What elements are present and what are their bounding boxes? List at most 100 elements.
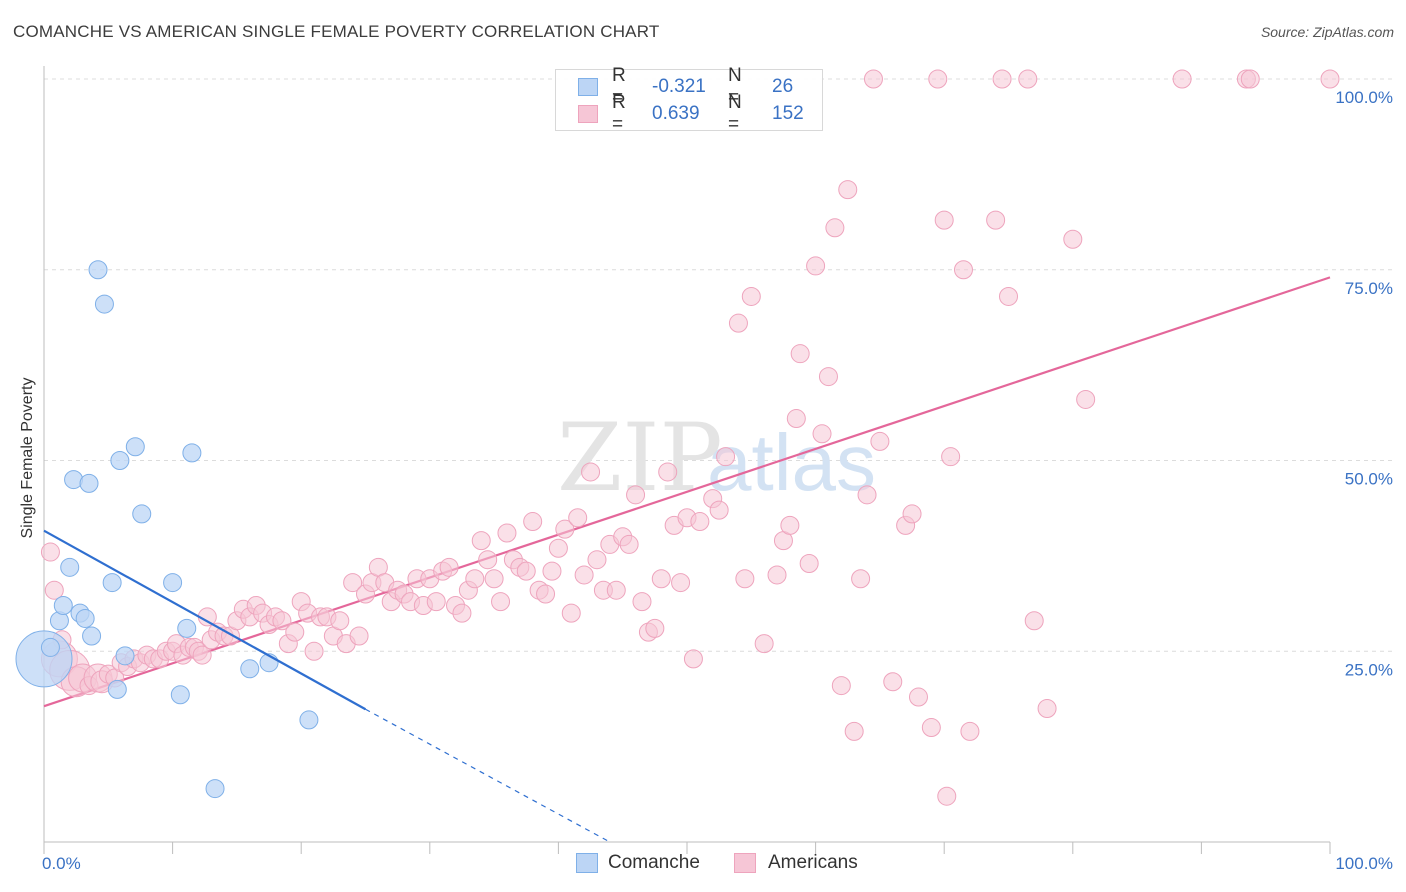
comanche-point bbox=[132, 504, 152, 524]
watermark-atlas: atlas bbox=[707, 418, 876, 507]
americans-point bbox=[857, 485, 877, 505]
americans-point bbox=[581, 462, 601, 482]
americans-point bbox=[838, 180, 858, 200]
americans-trend bbox=[43, 276, 1331, 708]
comanche-point bbox=[102, 573, 122, 593]
americans-point bbox=[439, 557, 459, 577]
americans-point bbox=[606, 580, 626, 600]
americans-point bbox=[484, 569, 504, 589]
comanche-point bbox=[110, 451, 130, 470]
comanche-trend-extension bbox=[365, 708, 611, 843]
americans-point bbox=[941, 447, 961, 467]
americans-point bbox=[548, 538, 568, 558]
americans-point bbox=[343, 573, 363, 593]
americans-point bbox=[285, 622, 305, 642]
americans-point bbox=[330, 611, 350, 631]
americans-point bbox=[491, 592, 511, 612]
americans-point bbox=[632, 592, 652, 612]
legend-r-value-comanche: -0.321 bbox=[652, 76, 706, 97]
americans-point bbox=[812, 424, 832, 444]
americans-point bbox=[272, 611, 292, 631]
americans-point bbox=[1063, 229, 1083, 249]
americans-point bbox=[1024, 611, 1044, 631]
comanche-point bbox=[299, 710, 319, 730]
americans-point bbox=[883, 672, 903, 692]
americans-point bbox=[1240, 69, 1260, 89]
x-tick-label: 100.0% bbox=[1335, 854, 1393, 873]
americans-point bbox=[683, 649, 703, 669]
americans-point bbox=[1076, 389, 1096, 409]
americans-point bbox=[536, 584, 556, 604]
americans-point bbox=[767, 565, 787, 585]
americans-point bbox=[645, 618, 665, 638]
chart-title: COMANCHE VS AMERICAN SINGLE FEMALE POVER… bbox=[13, 22, 660, 41]
americans-point bbox=[1172, 69, 1192, 89]
x-tick-label: 0.0% bbox=[42, 854, 81, 873]
comanche-point bbox=[125, 437, 145, 457]
y-tick-label: 75.0% bbox=[1345, 279, 1393, 298]
americans-point bbox=[574, 565, 594, 585]
americans-point bbox=[1320, 69, 1340, 89]
americans-point bbox=[619, 534, 639, 554]
americans-point bbox=[735, 569, 755, 589]
americans-point bbox=[953, 260, 973, 280]
comanche-trend-line bbox=[43, 529, 367, 711]
comanche-point bbox=[107, 679, 127, 699]
americans-point bbox=[690, 512, 710, 532]
axes bbox=[43, 66, 1331, 854]
comanche-trend bbox=[43, 529, 611, 843]
americans-point bbox=[908, 687, 928, 707]
comanche-point bbox=[115, 646, 135, 666]
americans-point bbox=[831, 676, 851, 696]
americans-point bbox=[754, 634, 774, 654]
comanche-point bbox=[94, 294, 114, 314]
americans-point bbox=[304, 641, 324, 661]
americans-point bbox=[999, 286, 1018, 306]
americans-point bbox=[960, 721, 980, 741]
legend-r-label: R = bbox=[612, 65, 626, 108]
y-tick-label: 50.0% bbox=[1345, 470, 1393, 489]
legend-swatch-americans bbox=[578, 105, 598, 123]
tick-labels: 25.0% 50.0% 75.0% 100.0% 0.0% 100.0% bbox=[42, 88, 1393, 873]
americans-point bbox=[568, 508, 588, 528]
comanche-point bbox=[170, 685, 190, 705]
americans-point bbox=[741, 286, 761, 306]
americans-point bbox=[921, 718, 941, 738]
americans-point bbox=[790, 344, 810, 364]
comanche-point bbox=[40, 637, 60, 657]
comanche-point bbox=[82, 626, 102, 646]
source-label: Source: ZipAtlas.com bbox=[1260, 24, 1394, 40]
americans-point bbox=[934, 210, 954, 230]
americans-point bbox=[902, 504, 922, 524]
legend-n-label: N = bbox=[728, 65, 742, 108]
comanche-point bbox=[53, 595, 73, 615]
americans-point bbox=[516, 561, 536, 581]
legend-label-americans: Americans bbox=[768, 852, 858, 873]
comanche-point bbox=[75, 608, 95, 628]
americans-point bbox=[851, 569, 871, 589]
stats-legend: R = -0.321 N = 26 R = 0.639 N = 152 bbox=[555, 65, 823, 135]
americans-points bbox=[40, 69, 1340, 806]
americans-point bbox=[863, 69, 883, 89]
americans-point bbox=[716, 447, 736, 467]
americans-point bbox=[728, 313, 748, 333]
americans-point bbox=[937, 786, 957, 806]
americans-trend-line bbox=[43, 276, 1331, 708]
americans-point bbox=[542, 561, 562, 581]
americans-point bbox=[426, 592, 446, 612]
americans-point bbox=[1037, 698, 1057, 718]
americans-point bbox=[671, 573, 691, 593]
americans-point bbox=[349, 626, 369, 646]
americans-point bbox=[992, 69, 1012, 89]
y-tick-label: 25.0% bbox=[1345, 660, 1393, 679]
americans-point bbox=[799, 554, 819, 574]
americans-point bbox=[44, 580, 64, 600]
comanche-point bbox=[60, 557, 80, 577]
americans-point bbox=[658, 462, 678, 482]
comanche-point bbox=[79, 473, 99, 493]
americans-point bbox=[497, 523, 517, 543]
americans-point bbox=[452, 603, 472, 623]
y-axis-label: Single Female Poverty bbox=[19, 377, 36, 539]
comanche-point bbox=[88, 260, 108, 280]
